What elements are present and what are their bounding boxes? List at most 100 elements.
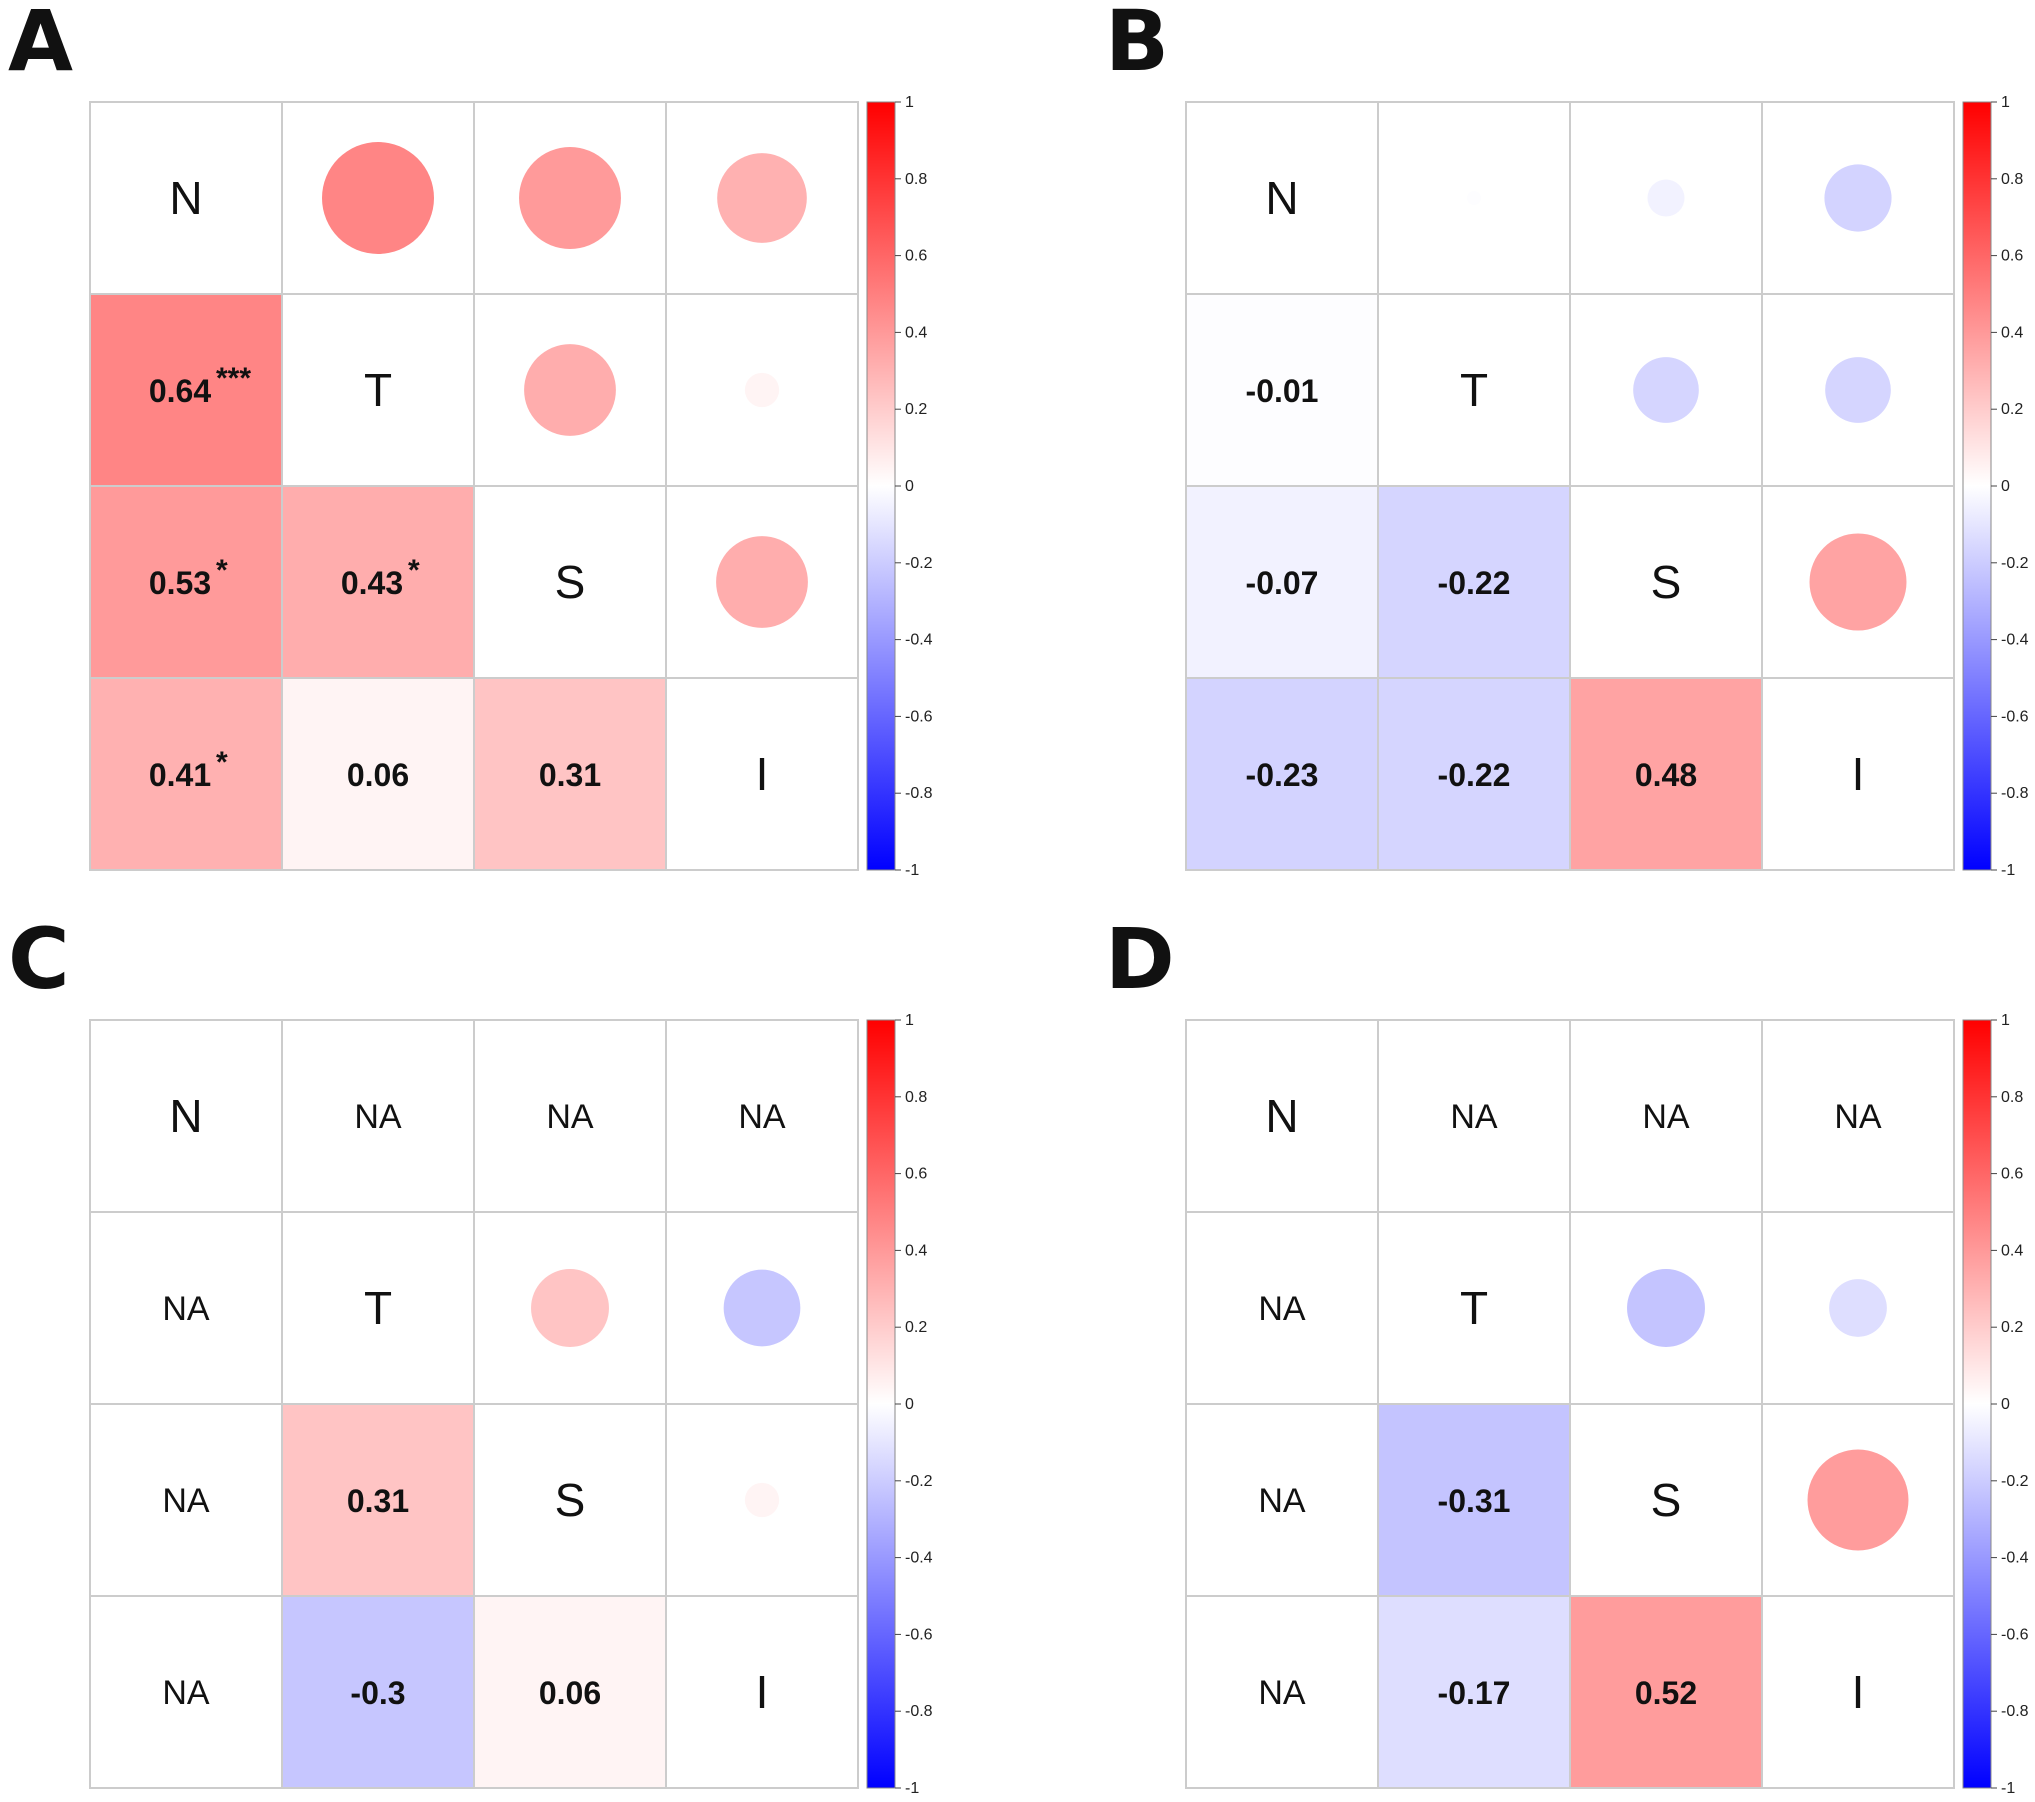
colorbar-tick-label: -0.4 [905, 632, 933, 649]
colorbar-tick-label: 0 [2001, 478, 2010, 495]
variable-label: S [1651, 556, 1682, 608]
coefficient-label: 0.64 [149, 373, 211, 409]
grid-cell [1761, 1595, 1955, 1789]
variable-label: T [364, 364, 392, 416]
variable-label: I [1852, 748, 1865, 800]
panel-d: D -0.31 -0.17 0.52 NA NA NA NA NA NA N T S I 1 0.8 0.6 0.… [1105, 910, 2029, 1797]
coefficient-label: 0.31 [539, 757, 601, 793]
coefficient-label: -0.3 [350, 1675, 405, 1711]
coefficient-label: 0.52 [1635, 1675, 1697, 1711]
variable-label: T [1460, 1282, 1488, 1334]
colorbar-tick-label: 0.2 [2001, 401, 2023, 418]
correlation-circle [1829, 1279, 1887, 1337]
correlation-circle [1467, 191, 1481, 205]
correlation-circle [1627, 1269, 1705, 1347]
correlation-circle [519, 147, 621, 249]
grid-cell [473, 1019, 667, 1213]
colorbar-tick-label: -0.2 [2001, 555, 2029, 572]
significance-stars: *** [216, 362, 251, 395]
colorbar-tick-label: -1 [2001, 862, 2015, 879]
coefficient-label: 0.53 [149, 565, 211, 601]
colorbar-tick-label: 0.2 [905, 1319, 927, 1336]
colorbar-tick-label: -0.8 [2001, 1703, 2029, 1720]
coefficient-label: -0.22 [1438, 757, 1511, 793]
na-label: NA [162, 1482, 210, 1520]
heat-square [89, 677, 283, 871]
grid-cell [1377, 1211, 1571, 1405]
panel-a: A0.64 ***0.53 * 0.43 *0.41 * 0.06 0.31NTSI10.80… [8, 0, 933, 879]
colorbar-tick-label: 0.2 [905, 401, 927, 418]
colorbar-tick-label: 0 [905, 478, 914, 495]
colorbar-tick-label: 0.8 [2001, 1089, 2023, 1106]
grid-cell [1377, 1019, 1571, 1213]
grid-cell [1185, 1211, 1379, 1405]
heat-square [1377, 1595, 1571, 1789]
grid-cell [473, 1403, 667, 1597]
colorbar-tick-label: 0.6 [905, 248, 927, 265]
heat-square [1569, 677, 1763, 871]
panel-letter-d: D [1105, 910, 1175, 1008]
variable-label: I [1852, 1666, 1865, 1718]
significance-stars: * [216, 746, 228, 779]
grid-cell [89, 1403, 283, 1597]
heat-square [89, 485, 283, 679]
grid-cell [1761, 677, 1955, 871]
heat-square [1569, 1595, 1763, 1789]
grid-cell [89, 1595, 283, 1789]
variable-label: N [1265, 172, 1298, 224]
variable-label: T [364, 1282, 392, 1334]
panel-c: C 0.31 -0.3 0.06 NA NA NA NA NA NA N T S I 1 0.8 0.6 0.4 0… [8, 910, 933, 1797]
coefficient-label: -0.01 [1246, 373, 1319, 409]
colorbar-tick-label: 0.8 [905, 1089, 927, 1106]
colorbar-tick-label: 1 [2001, 94, 2010, 111]
grid-cell [281, 293, 475, 487]
heat-square [473, 1595, 667, 1789]
correlation-circle [1647, 179, 1685, 217]
coefficient-label: 0.06 [347, 757, 409, 793]
na-label: NA [1258, 1482, 1306, 1520]
variable-label: N [169, 172, 202, 224]
heat-square [1185, 677, 1379, 871]
colorbar-tick-label: -0.6 [905, 708, 933, 725]
heat-square [1377, 677, 1571, 871]
colorbar-tick-label: 0 [905, 1396, 914, 1413]
heat-square [89, 293, 283, 487]
panel-letter-c: C [8, 910, 70, 1008]
colorbar-tick-label: 0.2 [2001, 1319, 2023, 1336]
colorbar-tick-label: -0.6 [2001, 708, 2029, 725]
significance-stars: * [408, 554, 420, 587]
na-label: NA [738, 1098, 786, 1136]
variable-label: I [756, 748, 769, 800]
colorbar-tick-label: -0.2 [905, 555, 933, 572]
heat-square [473, 677, 667, 871]
correlation-circle [717, 153, 807, 243]
na-label: NA [1834, 1098, 1882, 1136]
coefficient-label: -0.23 [1246, 757, 1319, 793]
variable-label: I [756, 1666, 769, 1718]
correlation-circle [531, 1269, 609, 1347]
grid-cell [1569, 485, 1763, 679]
colorbar-tick-label: -0.4 [905, 1550, 933, 1567]
coefficient-label: 0.43 [341, 565, 403, 601]
correlation-circle [723, 1269, 801, 1347]
coefficient-label: -0.31 [1438, 1483, 1511, 1519]
variable-label: S [1651, 1474, 1682, 1526]
coefficient-label: -0.07 [1246, 565, 1319, 601]
colorbar-tick-label: -0.2 [905, 1473, 933, 1490]
colorbar-tick-label: 0.8 [2001, 171, 2023, 188]
correlation-circle [716, 536, 808, 628]
heat-square [281, 1403, 475, 1597]
coefficient-label: 0.41 [149, 757, 211, 793]
coefficient-label: 0.48 [1635, 757, 1697, 793]
heat-square [1185, 485, 1379, 679]
colorbar-tick-label: -0.2 [2001, 1473, 2029, 1490]
colorbar-tick-label: 0.4 [2001, 1242, 2023, 1259]
colorbar-tick-label: -1 [905, 1780, 919, 1797]
grid-cell [1761, 1019, 1955, 1213]
na-label: NA [162, 1290, 210, 1328]
variable-label: T [1460, 364, 1488, 416]
grid-cell [1185, 1595, 1379, 1789]
grid-cell [665, 1019, 859, 1213]
coefficient-label: -0.17 [1438, 1675, 1511, 1711]
